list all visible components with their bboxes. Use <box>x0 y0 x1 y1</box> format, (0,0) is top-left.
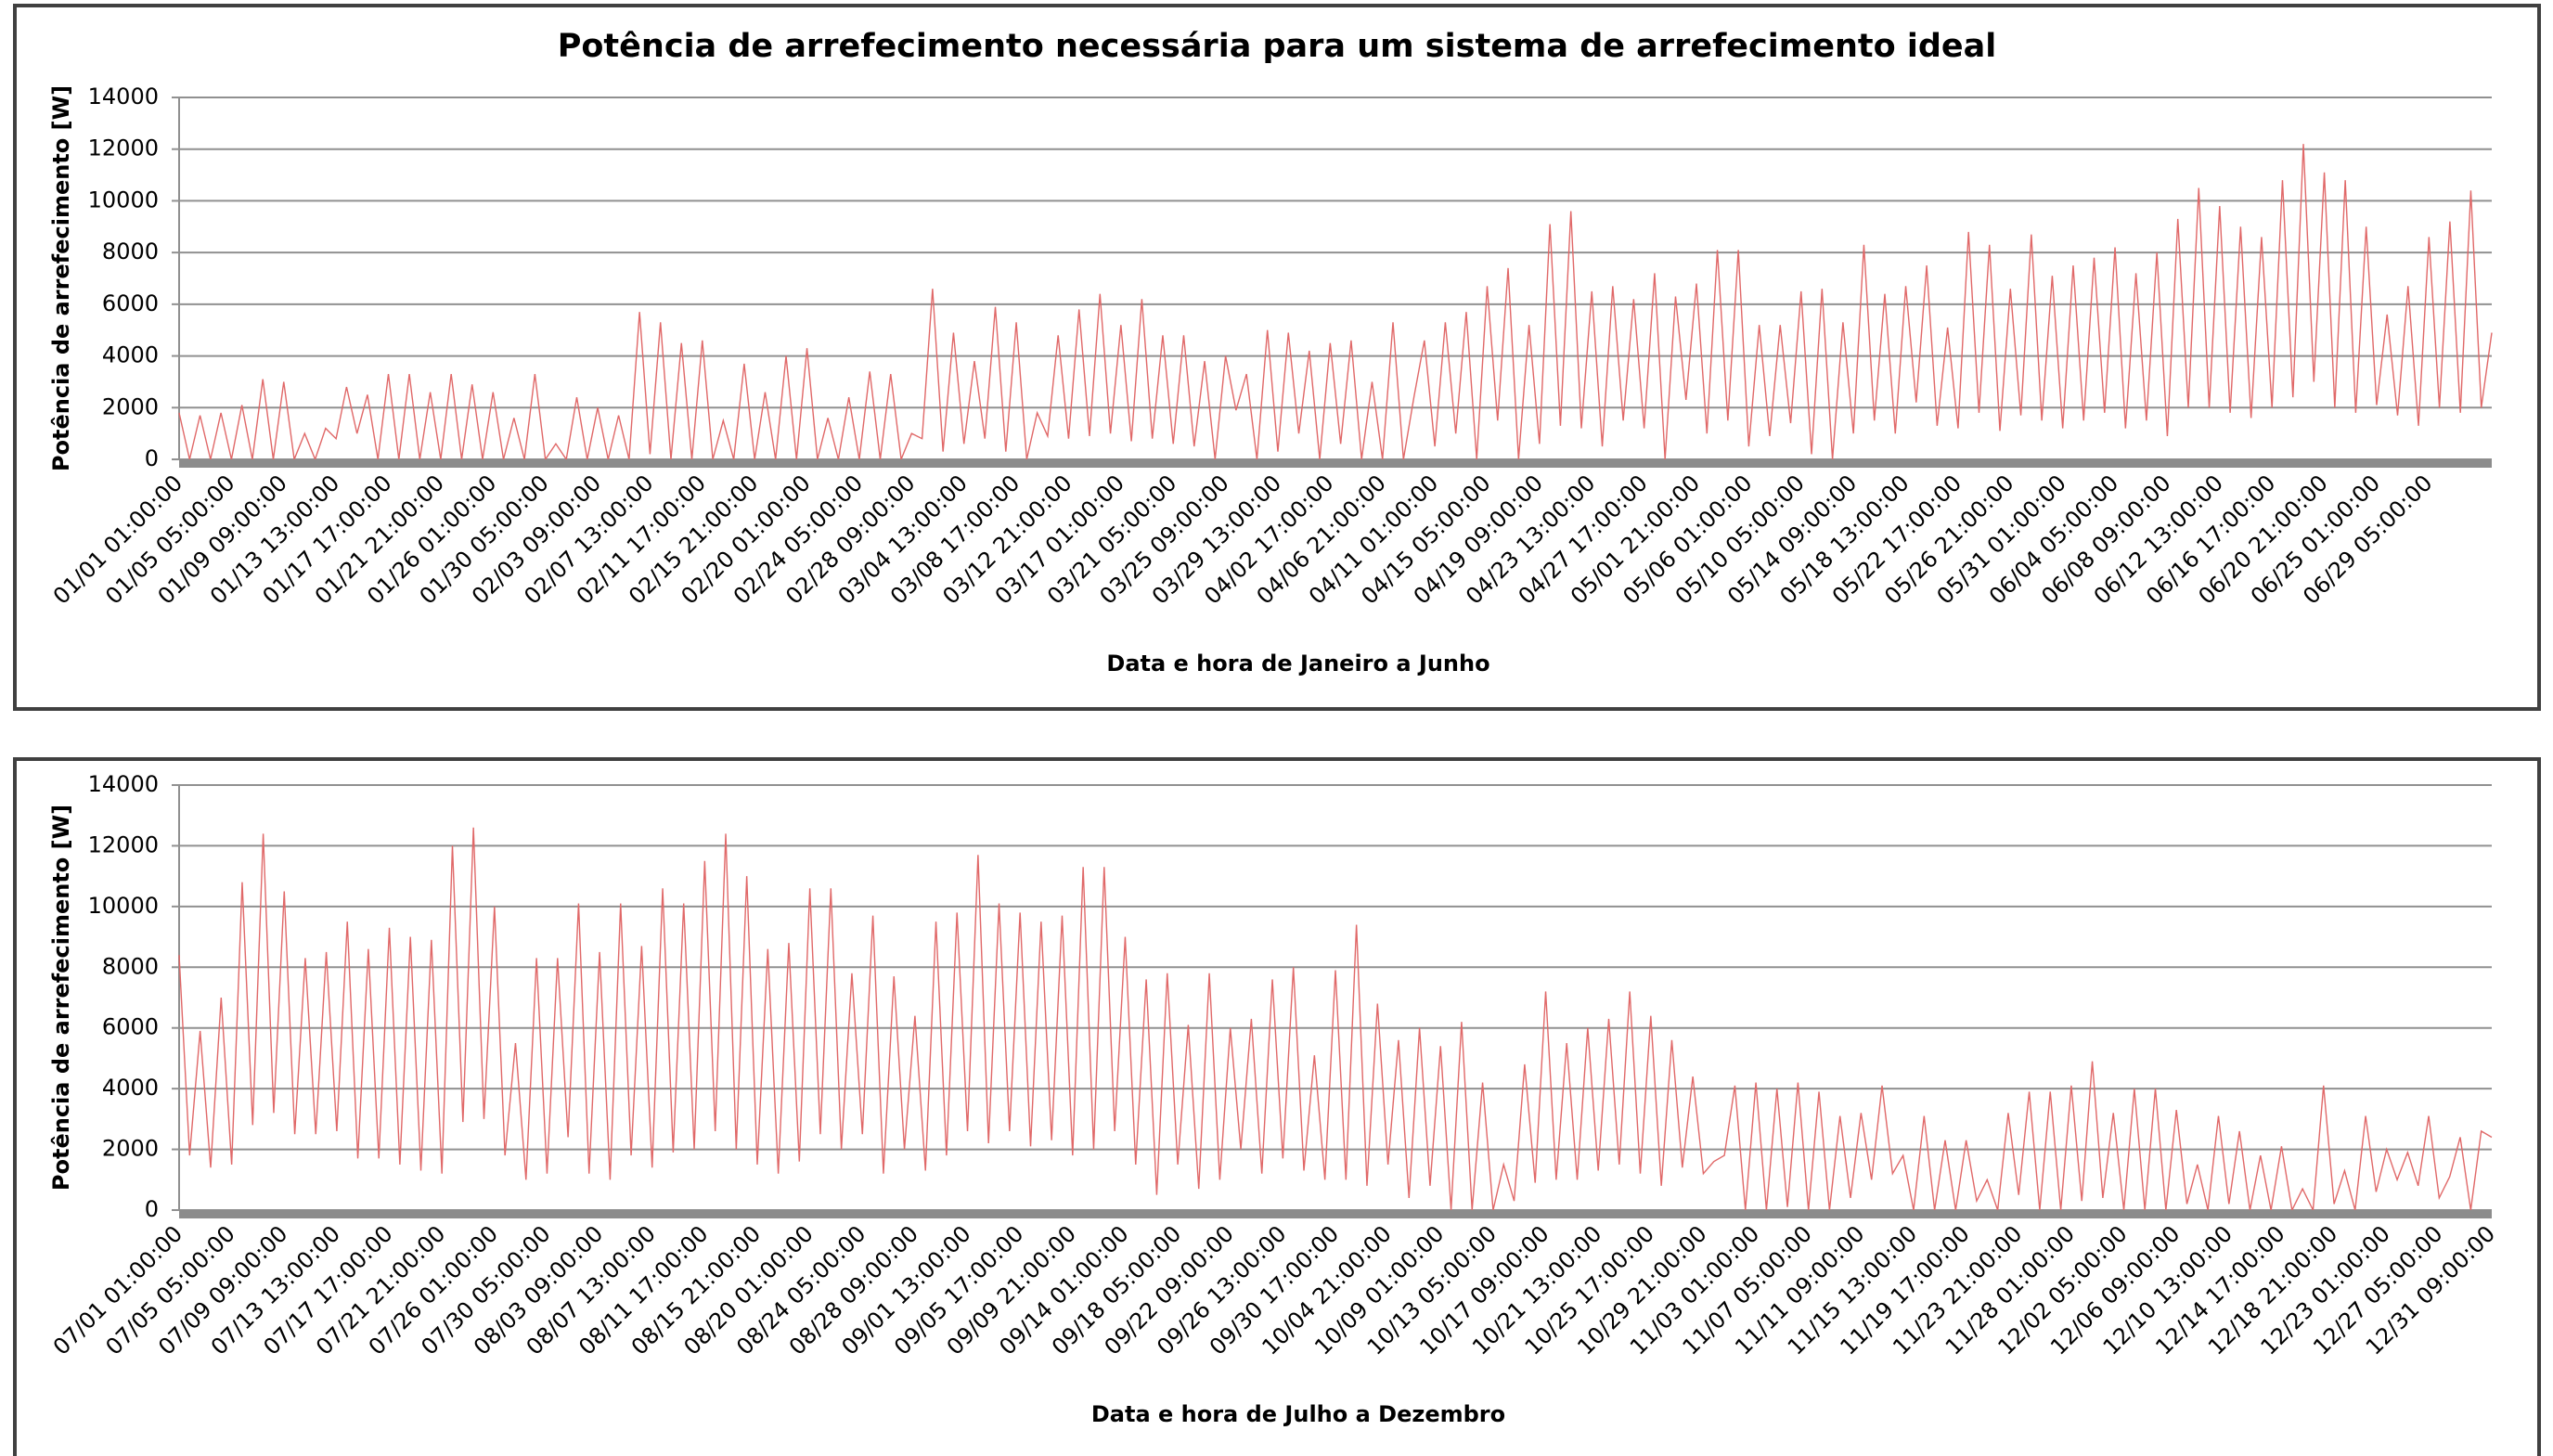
y-tick-label: 8000 <box>102 238 159 264</box>
y-tick-label: 0 <box>145 445 159 471</box>
data-line <box>178 144 2493 462</box>
y-tick-label: 14000 <box>88 771 159 797</box>
chart-title: Potência de arrefecimento necessária par… <box>558 28 1997 65</box>
data-line <box>178 827 2493 1213</box>
panel-frame <box>13 757 2541 1456</box>
y-tick-label: 6000 <box>102 1014 159 1040</box>
y-tick-label: 10000 <box>88 187 159 213</box>
y-tick-label: 4000 <box>102 342 159 368</box>
y-tick-label: 0 <box>145 1196 159 1222</box>
y-tick-label: 10000 <box>88 893 159 919</box>
y-tick-label: 6000 <box>102 290 159 316</box>
x-axis-title: Data e hora de Janeiro a Junho <box>1106 651 1489 676</box>
x-axis <box>179 1210 2492 1218</box>
panel-frame <box>13 4 2541 711</box>
y-tick-label: 12000 <box>88 135 159 161</box>
y-axis-title: Potência de arrefecimento [W] <box>48 805 74 1191</box>
y-axis-title: Potência de arrefecimento [W] <box>48 85 74 471</box>
y-tick-label: 2000 <box>102 1136 159 1162</box>
y-tick-label: 14000 <box>88 84 159 110</box>
y-tick-label: 4000 <box>102 1075 159 1101</box>
y-tick-label: 8000 <box>102 953 159 979</box>
x-axis <box>179 459 2492 468</box>
x-axis-title: Data e hora de Julho a Dezembro <box>1091 1401 1505 1427</box>
y-tick-label: 12000 <box>88 831 159 857</box>
y-tick-label: 2000 <box>102 393 159 419</box>
